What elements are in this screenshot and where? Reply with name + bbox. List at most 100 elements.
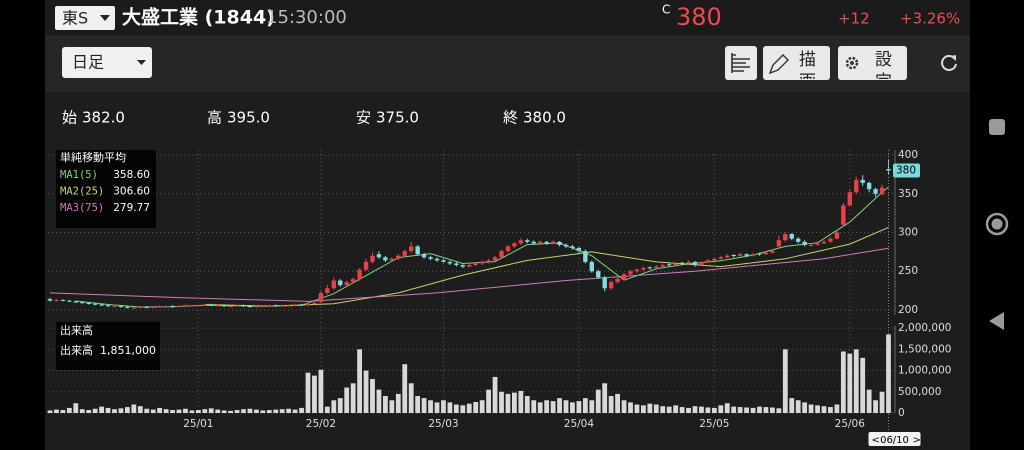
- volume-bar: [563, 400, 569, 413]
- x-tick-label: 25/03: [428, 418, 458, 430]
- candle-body: [221, 305, 227, 307]
- volume-bar: [808, 404, 814, 413]
- candle-body: [544, 241, 549, 244]
- candle-body: [202, 304, 207, 306]
- market-label: 東S: [62, 9, 88, 28]
- volume-bar: [744, 407, 749, 413]
- refresh-icon[interactable]: [941, 55, 957, 71]
- legend-value: 1,851,000: [100, 344, 156, 357]
- legend-box: [56, 322, 160, 370]
- volume-bar: [137, 406, 143, 413]
- volume-bar: [292, 409, 298, 413]
- candle-body: [183, 305, 188, 307]
- gear-icon-center: [850, 61, 854, 65]
- period-label: 日足: [72, 53, 104, 72]
- volume-bar: [176, 409, 182, 413]
- volume-bar: [415, 396, 421, 413]
- candle-body: [596, 271, 601, 278]
- candle-body: [641, 268, 646, 270]
- candle-body: [576, 247, 582, 252]
- period-select[interactable]: [62, 47, 152, 78]
- recent-apps[interactable]: [989, 119, 1005, 135]
- volume-bar: [383, 396, 388, 413]
- y-tick-label: 2,000,000: [898, 322, 951, 334]
- volume-bar: [441, 400, 446, 413]
- volume-bar: [524, 396, 530, 413]
- volume-bar: [686, 407, 691, 413]
- x-tick-label: 25/06: [835, 418, 866, 430]
- volume-bar: [112, 409, 117, 413]
- candle-body: [538, 241, 543, 244]
- volume-bar: [331, 400, 337, 413]
- candle-body: [421, 254, 427, 258]
- volume-bar: [86, 410, 92, 413]
- candle-body: [886, 168, 891, 171]
- price-badge-label: 380: [896, 165, 916, 177]
- volume-bar: [731, 406, 737, 413]
- volume-bar: [183, 408, 188, 413]
- home-button[interactable]: [985, 212, 1009, 236]
- candle-body: [254, 306, 259, 308]
- candle-body: [312, 302, 317, 304]
- candle-body: [357, 269, 362, 279]
- candle-body: [563, 244, 569, 247]
- candle-body: [479, 261, 485, 264]
- candle-body: [86, 302, 91, 304]
- volume-bar: [202, 409, 208, 413]
- market-select[interactable]: [55, 6, 115, 30]
- volume-bar: [815, 405, 820, 413]
- volume-bar: [66, 407, 72, 413]
- candle-body: [660, 265, 665, 267]
- candle-body: [260, 306, 266, 308]
- candle-body: [131, 307, 137, 309]
- volume-bar: [512, 392, 517, 413]
- candle-body: [370, 255, 375, 262]
- back-button[interactable]: [989, 312, 1004, 330]
- candle-body: [73, 301, 78, 303]
- candle-body: [531, 241, 536, 244]
- candle-body: [196, 305, 201, 307]
- volume-bar: [860, 357, 866, 413]
- candle-body: [234, 305, 240, 307]
- candle-body: [512, 243, 517, 247]
- candle-body: [118, 306, 124, 308]
- volume-bar: [279, 409, 285, 413]
- volume-bar: [647, 403, 653, 413]
- volume-bar: [886, 334, 891, 413]
- candle-body: [54, 299, 59, 301]
- candle-body: [557, 241, 562, 245]
- volume-bar: [711, 407, 717, 413]
- candle-body: [409, 246, 414, 252]
- candle-body: [80, 302, 85, 304]
- ma-line: [204, 226, 889, 307]
- candle-body: [866, 182, 872, 190]
- candle-body: [99, 304, 104, 306]
- candle-body: [350, 278, 356, 283]
- date-nav-prev: <: [872, 435, 880, 446]
- price-badge: [893, 163, 920, 178]
- candle-body: [796, 238, 801, 242]
- chart-panel: [45, 92, 970, 450]
- x-tick-label: 25/04: [564, 418, 595, 430]
- candle-body: [280, 305, 285, 307]
- candle-body: [647, 267, 653, 269]
- ohlc-value: 395.0: [227, 109, 270, 127]
- volume-bar: [499, 391, 504, 413]
- volume-bar: [260, 410, 266, 413]
- volume-bar: [247, 408, 253, 413]
- volume-bar: [195, 410, 201, 413]
- settings-label: 設定: [875, 50, 892, 79]
- volume-bar: [699, 406, 704, 413]
- candle-body: [292, 304, 298, 306]
- volume-bar: [757, 406, 762, 413]
- volume-bar: [79, 409, 85, 413]
- candle-body: [621, 274, 627, 279]
- settings-button[interactable]: 設定: [838, 46, 907, 80]
- volume-bar: [821, 406, 827, 413]
- candle-body: [138, 306, 143, 308]
- candle-body: [828, 238, 833, 242]
- candle-body: [415, 246, 420, 255]
- candle-body: [325, 288, 330, 293]
- refresh-arrow: [950, 55, 956, 61]
